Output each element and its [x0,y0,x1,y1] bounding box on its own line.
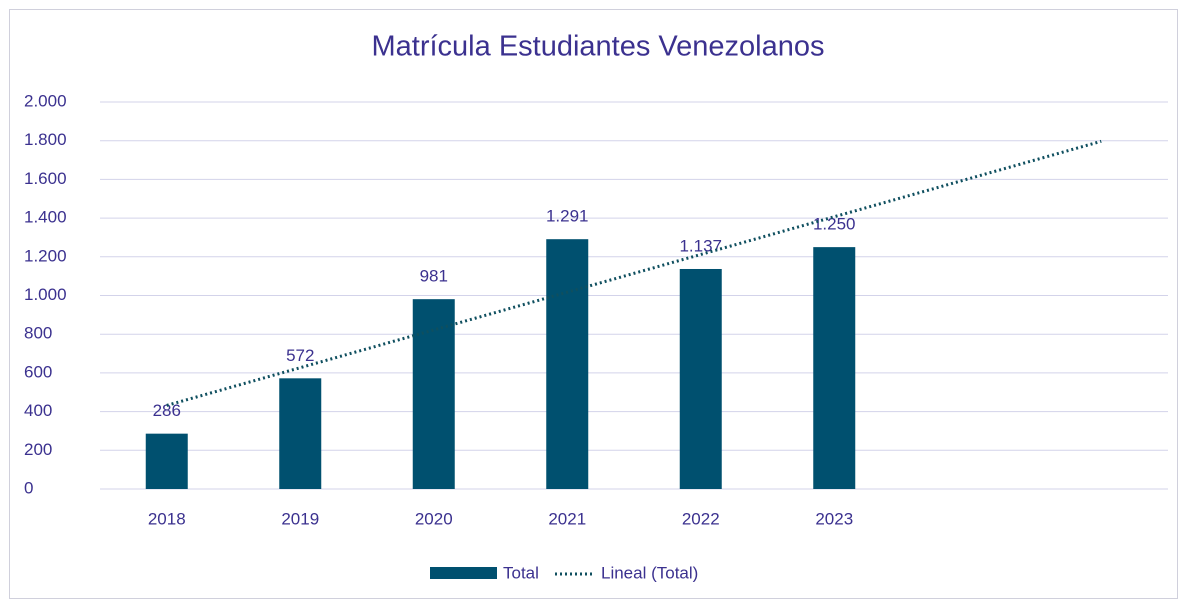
y-tick-label: 1.800 [24,130,67,149]
value-label: 1.250 [813,215,856,234]
y-tick-label: 1.400 [24,208,67,227]
legend-label: Total [503,563,539,582]
y-tick-label: 200 [24,440,52,459]
value-label: 572 [286,346,314,365]
value-label: 981 [420,267,448,286]
value-label: 286 [153,401,181,420]
bar [813,247,856,489]
trendline [166,139,1102,407]
x-tick-label: 2023 [815,509,853,528]
y-tick-label: 1.000 [24,285,67,304]
x-tick-label: 2019 [281,509,319,528]
chart-title: Matrícula Estudiantes Venezolanos [372,31,825,63]
chart-border [9,9,1178,599]
legend-swatch [430,567,497,579]
y-tick-label: 800 [24,324,52,343]
x-tick-label: 2022 [682,509,720,528]
y-tick-label: 1.200 [24,246,67,265]
x-tick-label: 2018 [148,509,186,528]
y-tick-label: 0 [24,478,33,497]
bar [546,239,589,489]
value-label: 1.137 [679,236,722,255]
bar [279,378,322,489]
bar [145,433,188,489]
x-tick-label: 2021 [548,509,586,528]
y-tick-label: 1.600 [24,169,67,188]
value-label: 1.291 [546,207,589,226]
legend-label: Lineal (Total) [601,563,698,582]
bar [679,268,722,489]
bar [412,299,455,489]
y-tick-label: 600 [24,362,52,381]
y-tick-label: 2.000 [24,91,67,110]
x-tick-label: 2020 [415,509,453,528]
y-tick-label: 400 [24,401,52,420]
